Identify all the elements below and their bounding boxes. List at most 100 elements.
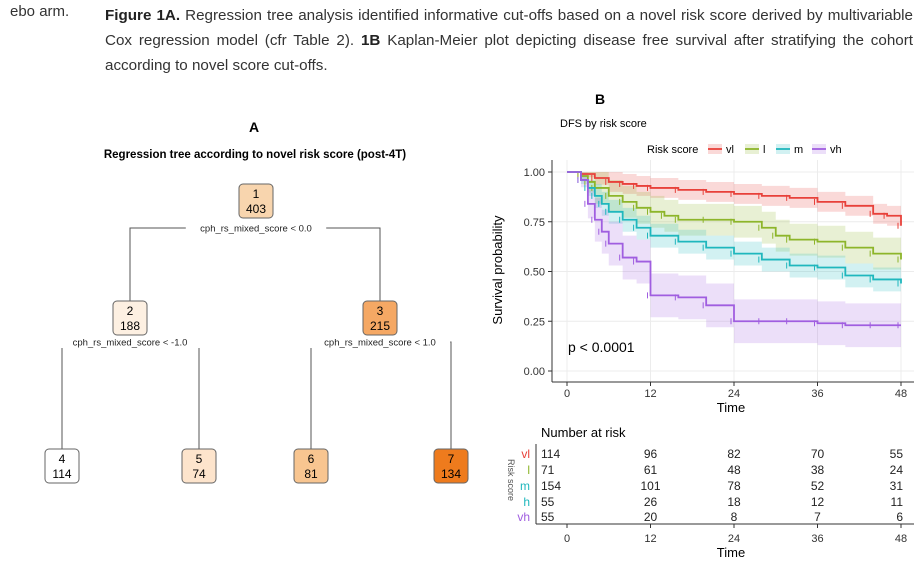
km-band-vh [567, 172, 901, 348]
tree-splits: cph_rs_mixed_score < 0.0 cph_rs_mixed_sco… [57, 222, 451, 349]
km-legend-label-l: l [763, 144, 765, 156]
risk-table-x-title: Time [717, 545, 745, 560]
risk-table-cell: 12 [811, 495, 825, 509]
km-legend-label-vh: vh [830, 144, 842, 156]
risk-table-row-label-vl: vl [521, 447, 530, 461]
km-legend-label-vl: vl [726, 144, 734, 156]
tree-node-box [181, 448, 217, 484]
km-y-tick-label: 0.25 [524, 316, 545, 328]
panel-a-label: A [249, 119, 259, 135]
tree-node-box [433, 448, 469, 484]
tree-node-box [362, 300, 398, 336]
tree-node-id: 4 [59, 452, 66, 466]
risk-table-x-tick-label: 24 [728, 533, 740, 545]
tree-node-id: 1 [253, 187, 260, 201]
caption-fig-b-label: 1B [360, 32, 381, 49]
split-label: cph_rs_mixed_score < -1.0 [73, 338, 188, 349]
risk-table-cell: 7 [814, 510, 821, 524]
risk-table-cell: 6 [896, 510, 903, 524]
risk-table-cell: 114 [541, 447, 560, 461]
risk-table-cell: 101 [640, 479, 660, 493]
risk-table-cell: 52 [811, 479, 825, 493]
km-x-tick-label: 48 [895, 388, 907, 400]
split-label-bg [185, 222, 327, 234]
risk-table: vl 114 96 82 70 55l 71 61 48 38 24m 154 101 78 52 31h 55… [517, 444, 914, 545]
caption-fig-a-label: Figure 1A. [105, 7, 181, 24]
risk-table-cell: 18 [727, 495, 741, 509]
tree-node-box [44, 448, 80, 484]
km-axes: 0.00 0.25 0.50 0.75 1.00 0 12 24 36 48 [524, 160, 914, 400]
risk-table-x-tick-label: 0 [564, 533, 570, 545]
risk-table-cell: 55 [541, 495, 555, 509]
split-label-bg [309, 336, 451, 348]
tree-node-id: 3 [377, 304, 384, 318]
risk-table-x-tick-label: 48 [895, 533, 907, 545]
km-x-axis-title: Time [717, 400, 745, 415]
regression-tree-panel: A Regression tree according to novel ris… [44, 119, 469, 484]
risk-table-row-label-m: m [520, 479, 530, 493]
panel-b-label: B [595, 91, 605, 107]
risk-table-row-label-l: l [527, 463, 530, 477]
km-curve-l [567, 171, 902, 260]
tree-node-id: 7 [448, 452, 455, 466]
km-curves [567, 170, 902, 329]
risk-table-cell: 55 [890, 447, 904, 461]
risk-table-title: Number at risk [541, 425, 626, 440]
risk-table-cell: 8 [731, 510, 738, 524]
tree-edge [129, 227, 381, 301]
risk-table-cell: 24 [890, 463, 904, 477]
risk-table-cell: 38 [811, 463, 825, 477]
tree-node-box [238, 183, 274, 219]
km-y-tick-label: 1.00 [524, 167, 545, 179]
p-value-label: p < 0.0001 [568, 339, 635, 355]
tree-node-box [112, 300, 148, 336]
km-x-tick-label: 0 [564, 388, 570, 400]
risk-table-cell: 70 [811, 447, 825, 461]
risk-table-x-tick-label: 36 [811, 533, 823, 545]
caption-fig-b-text: Kaplan-Meier plot depicting disease free… [105, 32, 913, 74]
km-y-tick-label: 0.75 [524, 217, 545, 229]
risk-table-x-tick-label: 12 [644, 533, 656, 545]
risk-table-cell: 154 [541, 479, 561, 493]
tree-node-5: 574 [181, 448, 217, 484]
caption-fig-a-text: Regression tree analysis identified info… [105, 7, 914, 49]
km-grid [552, 160, 914, 382]
figure-caption: Figure 1A. Regression tree analysis iden… [105, 3, 913, 78]
tree-node-count: 215 [370, 319, 390, 333]
tree-node-count: 74 [192, 467, 206, 481]
km-band-m [567, 172, 901, 296]
risk-table-cell: 82 [727, 447, 741, 461]
km-band-l [567, 172, 901, 276]
tree-edge [310, 341, 452, 449]
km-y-tick-label: 0.50 [524, 267, 545, 279]
km-y-tick-label: 0.00 [524, 366, 545, 378]
risk-table-cell: 78 [727, 479, 741, 493]
split-label-bg [57, 336, 203, 348]
risk-table-row-label-vh: vh [517, 510, 530, 524]
km-legend-title: Risk score [647, 144, 698, 156]
risk-table-cell: 71 [541, 463, 555, 477]
km-legend: Risk score vl l m vh [647, 144, 842, 156]
km-y-axis-title: Survival probability [490, 215, 505, 325]
risk-table-cell: 20 [644, 510, 658, 524]
km-curve-vh [567, 171, 901, 327]
km-curve-vl [567, 171, 902, 226]
km-legend-label-m: m [794, 144, 803, 156]
tree-node-id: 6 [308, 452, 315, 466]
risk-table-cell: 61 [644, 463, 658, 477]
split-label: cph_rs_mixed_score < 0.0 [200, 224, 312, 235]
risk-table-cell: 26 [644, 495, 658, 509]
tree-node-count: 114 [52, 467, 71, 481]
km-panel: B DFS by risk score Risk score vl l m vh 0.0… [490, 91, 914, 560]
risk-table-y-title: Risk score [506, 459, 516, 501]
cut-off-text: ebo arm. [10, 3, 70, 20]
tree-node-id: 5 [196, 452, 203, 466]
split-label: cph_rs_mixed_score < 1.0 [324, 338, 436, 349]
